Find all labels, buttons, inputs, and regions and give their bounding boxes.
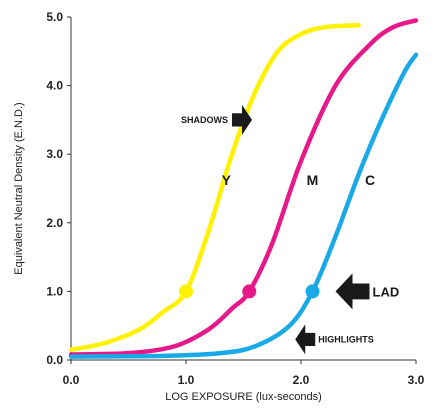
x-tick-label: 2.0	[293, 373, 310, 387]
y-tick-label: 0.0	[46, 353, 63, 367]
series-line-m	[68, 18, 419, 357]
annotation-arrow-highlights	[295, 324, 316, 355]
y-tick-label: 4.0	[46, 79, 63, 93]
annotation-label-highlights: HIGHLIGHTS	[318, 334, 374, 344]
data-point-c	[305, 284, 320, 299]
y-tick-label: 3.0	[46, 147, 63, 161]
curve-label-m: M	[307, 172, 319, 188]
y-tick-label: 5.0	[46, 10, 63, 24]
data-point-y	[179, 284, 193, 299]
y-tick-label: 2.0	[46, 216, 63, 230]
x-axis-label: LOG EXPOSURE (lux-seconds)	[165, 391, 322, 403]
annotation-label-lad: LAD	[373, 284, 400, 299]
curve-label-c: C	[365, 172, 375, 188]
x-tick-label: 0.0	[63, 373, 80, 387]
x-tick-label: 3.0	[408, 373, 425, 387]
curve-label-y: Y	[222, 172, 232, 188]
annotation-arrow-lad	[335, 273, 370, 310]
annotation-label-shadows: SHADOWS	[181, 115, 228, 125]
series-line-c	[68, 52, 419, 359]
series-line-y	[68, 22, 361, 352]
x-tick-label: 1.0	[178, 373, 195, 387]
annotation-arrow-shadows	[232, 104, 252, 135]
data-point-m	[242, 284, 257, 299]
y-tick-label: 1.0	[46, 284, 63, 298]
y-axis-label: Equivalent Neutral Density (E.N.D.)	[13, 102, 25, 274]
